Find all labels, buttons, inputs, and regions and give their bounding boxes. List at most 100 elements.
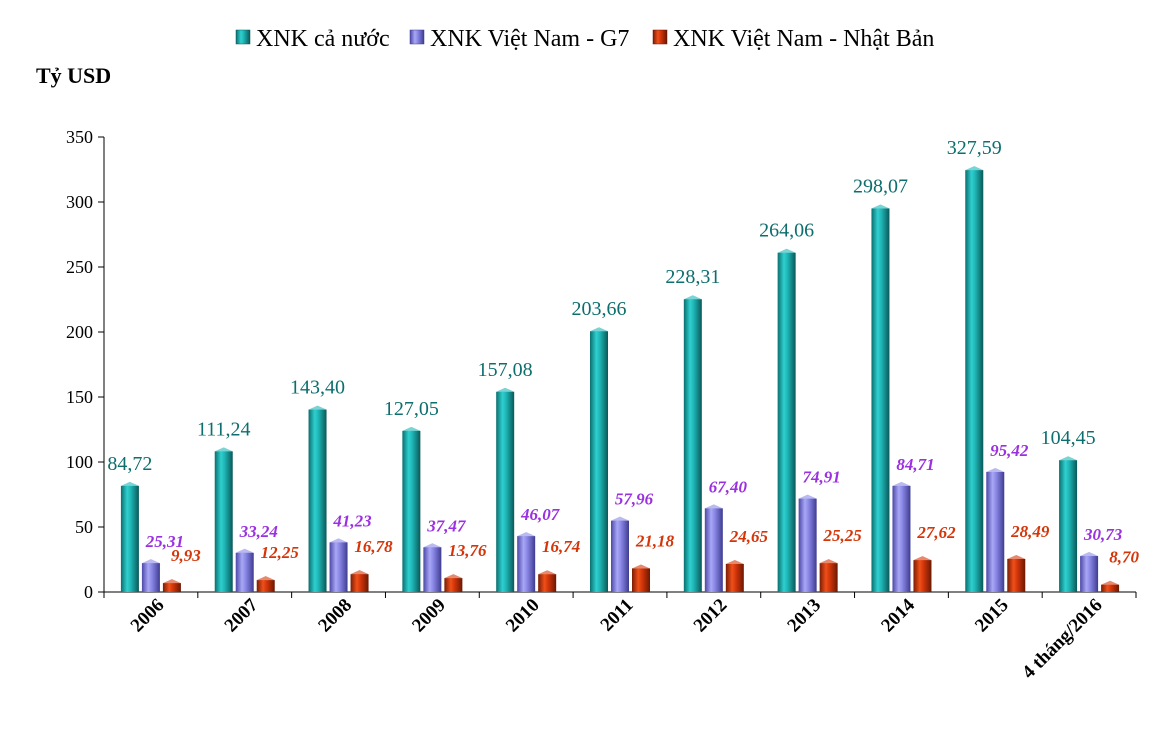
data-label-0-9: 327,59 <box>947 137 1002 159</box>
y-tick-label-2: 100 <box>66 452 93 472</box>
bar-2-8 <box>913 556 932 592</box>
bar-1-10 <box>1080 552 1099 592</box>
bar-2-9 <box>1007 554 1026 592</box>
bar-2-4 <box>538 570 557 592</box>
bar-1-9 <box>986 467 1005 592</box>
bar-0-3 <box>402 426 421 592</box>
data-label-2-10: 8,70 <box>1109 548 1139 567</box>
data-label-0-7: 264,06 <box>759 220 814 242</box>
legend-item-0: XNK cả nước <box>235 26 390 52</box>
legend: XNK cả nước XNK Việt Nam - G7 XNK Việt N… <box>235 26 934 52</box>
bar-1-4 <box>517 532 536 592</box>
bar-0-2 <box>308 405 327 592</box>
bar-0-10 <box>1059 456 1078 592</box>
y-tick-label-6: 300 <box>66 192 93 212</box>
data-label-1-9: 95,42 <box>990 441 1029 460</box>
bar-2-5 <box>632 564 650 592</box>
data-label-0-2: 143,40 <box>290 377 345 399</box>
data-label-0-0: 84,72 <box>107 453 152 475</box>
y-tick-label-0: 0 <box>84 582 93 602</box>
x-tick-label-4: 2010 <box>502 595 544 637</box>
bar-0-7 <box>777 248 796 593</box>
bar-1-1 <box>235 548 254 592</box>
legend-label-0: XNK cả nước <box>256 26 390 52</box>
data-label-2-7: 25,25 <box>823 526 863 545</box>
x-tick-label-2: 2008 <box>314 595 356 637</box>
legend-swatch-0 <box>235 29 251 45</box>
y-ticks: 0 50 100 150 200 250 300 350 <box>66 127 104 602</box>
data-label-1-3: 37,47 <box>426 516 467 535</box>
data-label-0-4: 157,08 <box>478 359 533 381</box>
x-tick-label-9: 2015 <box>971 595 1013 637</box>
data-label-0-10: 104,45 <box>1041 427 1096 449</box>
bar-1-2 <box>329 538 348 592</box>
data-label-0-1: 111,24 <box>197 418 251 440</box>
data-label-1-8: 84,71 <box>896 455 934 474</box>
bar-0-0 <box>120 481 139 592</box>
data-label-2-1: 12,25 <box>261 543 300 562</box>
bar-2-0 <box>162 579 181 592</box>
bar-2-7 <box>819 559 838 592</box>
data-label-2-9: 28,49 <box>1010 522 1050 541</box>
x-tick-label-3: 2009 <box>408 595 450 637</box>
data-label-2-4: 16,74 <box>542 537 580 556</box>
data-label-1-4: 46,07 <box>520 505 561 524</box>
data-label-0-8: 298,07 <box>853 176 908 198</box>
data-label-2-6: 24,65 <box>729 527 769 546</box>
y-axis-label: Tỷ USD <box>36 63 111 88</box>
data-label-2-8: 27,62 <box>916 523 956 542</box>
data-label-0-3: 127,05 <box>384 398 439 420</box>
data-label-1-1: 33,24 <box>239 522 278 541</box>
x-tick-label-6: 2012 <box>690 595 732 637</box>
bars <box>120 166 1120 593</box>
bar-0-6 <box>683 295 702 592</box>
bar-2-6 <box>725 559 744 592</box>
legend-swatch-1 <box>409 29 425 45</box>
bar-2-3 <box>444 574 463 592</box>
bar-2-10 <box>1101 580 1120 592</box>
data-label-1-5: 57,96 <box>615 490 654 509</box>
bar-2-1 <box>256 576 275 592</box>
bar-0-9 <box>965 166 984 592</box>
data-label-2-0: 9,93 <box>171 546 201 565</box>
y-tick-label-4: 200 <box>66 322 93 342</box>
bar-0-1 <box>214 447 233 592</box>
bar-1-8 <box>892 481 911 592</box>
x-tick-label-10: 4 tháng/2016 <box>1018 595 1106 683</box>
data-label-2-5: 21,18 <box>635 531 675 550</box>
data-label-2-2: 16,78 <box>354 537 393 556</box>
y-tick-label-7: 350 <box>66 127 93 147</box>
bar-0-8 <box>871 204 890 592</box>
bar-1-5 <box>611 516 629 592</box>
data-labels: 84,72 25,319,93 111,24 33,24 12,25 143,40 41,2… <box>107 137 1139 567</box>
data-label-0-5: 203,66 <box>572 298 627 320</box>
data-label-1-0: 25,31 <box>145 532 184 551</box>
legend-label-1: XNK Việt Nam - G7 <box>430 26 629 52</box>
data-label-1-10: 30,73 <box>1083 525 1123 544</box>
bar-1-0 <box>141 559 160 592</box>
bar-0-5 <box>590 327 608 592</box>
bar-1-6 <box>704 504 723 592</box>
x-tick-label-0: 2006 <box>127 595 169 637</box>
bar-0-4 <box>496 387 515 592</box>
data-label-1-6: 67,40 <box>709 477 748 496</box>
data-label-0-6: 228,31 <box>665 266 720 288</box>
bar-1-3 <box>423 543 442 592</box>
y-tick-label-3: 150 <box>66 387 93 407</box>
legend-item-1: XNK Việt Nam - G7 <box>409 26 629 52</box>
y-tick-label-5: 250 <box>66 257 93 277</box>
x-tick-label-1: 2007 <box>221 594 263 636</box>
legend-item-2: XNK Việt Nam - Nhật Bản <box>652 26 934 52</box>
legend-label-2: XNK Việt Nam - Nhật Bản <box>673 26 934 52</box>
data-label-2-3: 13,76 <box>448 541 487 560</box>
x-tick-label-5: 2011 <box>597 595 638 636</box>
x-tick-label-8: 2014 <box>877 594 919 636</box>
bar-1-7 <box>798 494 817 592</box>
bar-2-2 <box>350 570 369 592</box>
x-ticks: 2006 2007 2008 2009 2010 2011 2012 2013 2014 2015… <box>103 592 1137 683</box>
data-label-1-7: 74,91 <box>803 468 841 487</box>
data-label-1-2: 41,23 <box>332 511 372 530</box>
x-tick-label-7: 2013 <box>783 595 825 637</box>
y-tick-label-1: 50 <box>75 517 93 537</box>
